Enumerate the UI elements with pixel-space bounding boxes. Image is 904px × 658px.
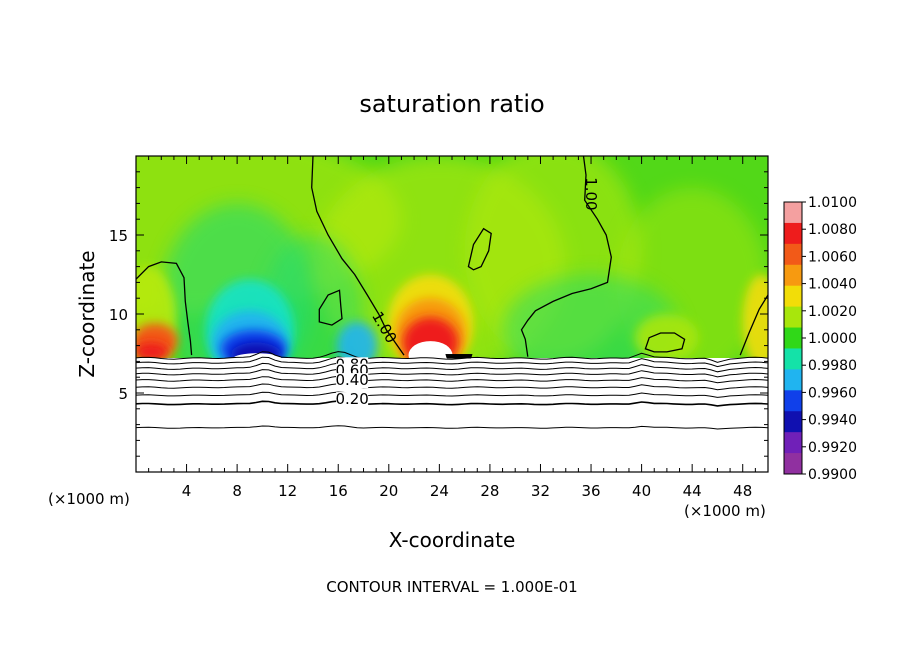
contour-line: [136, 383, 768, 391]
colorbar-swatch: [784, 369, 802, 391]
contour-label: 0.40: [335, 371, 368, 389]
contour-line-1.00: [644, 332, 686, 353]
colorbar-swatch: [784, 264, 802, 287]
colorbar-label: 1.0080: [808, 222, 857, 238]
x-tick-label: 16: [329, 482, 348, 500]
colorbar-label: 1.0100: [808, 195, 857, 211]
colorbar-label: 0.9900: [808, 467, 857, 483]
lower-region: [136, 358, 768, 472]
contour-line: [136, 368, 768, 378]
y-axis-label: Z-coordinate: [75, 250, 99, 377]
x-tick-label: 12: [278, 482, 297, 500]
x-unit-left: (×1000 m): [48, 490, 130, 508]
contour-line: [136, 375, 768, 384]
colorbar-swatch: [784, 243, 802, 266]
contour-line: [136, 425, 768, 430]
contour-line: [136, 400, 768, 407]
colorbar-swatch: [784, 202, 802, 224]
colorbar-label: 0.9920: [808, 440, 857, 456]
x-tick-label: 44: [683, 482, 702, 500]
x-tick-label: 24: [430, 482, 449, 500]
contour-label-bg: [336, 392, 369, 408]
y-tick-label: 10: [109, 306, 128, 324]
x-tick-label: 36: [581, 482, 600, 500]
colorbar-label: 0.9960: [808, 385, 857, 401]
contour-line-1.00: [136, 261, 193, 356]
chart-title: saturation ratio: [359, 90, 544, 118]
contour-line-1.00: [739, 294, 768, 356]
colorbar-swatch: [784, 306, 802, 329]
field-region: [635, 314, 699, 362]
colorbar-swatch: [784, 285, 802, 308]
contour-line: [136, 351, 768, 363]
contour-line-1.00: [311, 156, 405, 356]
contour-interval-note: CONTOUR INTERVAL = 1.000E-01: [326, 578, 577, 596]
x-tick-label: 32: [531, 482, 550, 500]
x-tick-label: 48: [733, 482, 752, 500]
colorbar-label: 1.0020: [808, 304, 857, 320]
colorbar-label: 1.0040: [808, 277, 857, 293]
x-tick-label: 28: [480, 482, 499, 500]
x-axis-label: X-coordinate: [389, 528, 516, 552]
field-region: [502, 274, 680, 386]
y-tick-label: 5: [118, 385, 128, 403]
contour-line: [136, 356, 768, 368]
plot-area: [136, 156, 768, 472]
contour-line-1.00: [318, 289, 343, 326]
colorbar-swatch: [784, 222, 802, 245]
colorbar-label: 1.0060: [808, 249, 857, 265]
x-unit-right: (×1000 m): [684, 502, 766, 520]
contour-line-1.00: [520, 156, 612, 357]
colorbar-swatch: [784, 453, 802, 475]
contour-line-small: [445, 354, 473, 359]
colorbar-label: 0.9980: [808, 358, 857, 374]
x-tick-label: 20: [379, 482, 398, 500]
field-region: [742, 274, 768, 370]
x-tick-label: 40: [632, 482, 651, 500]
colorbar-swatch: [784, 390, 802, 412]
x-tick-label: 4: [182, 482, 192, 500]
contour-label: 0.20: [335, 390, 368, 408]
colorbar: 1.0100 1.0080 1.0060 1.0040 1.0020 1.0000 0.99…: [783, 195, 857, 483]
contour-label-bg: [336, 373, 369, 389]
contour-line: [136, 362, 768, 373]
colorbar-swatch: [784, 411, 802, 433]
colorbar-swatch: [784, 327, 802, 349]
y-tick-label: 15: [109, 227, 128, 245]
colorbar-swatch: [784, 432, 802, 454]
contour-line: [136, 391, 768, 398]
colorbar-label: 1.0000: [808, 331, 857, 347]
colorbar-swatch: [784, 348, 802, 370]
contour-line-1.00: [467, 227, 492, 271]
field-region: [136, 342, 169, 362]
contour-label: 1.00: [582, 177, 600, 210]
x-tick-label: 8: [232, 482, 242, 500]
colorbar-label: 0.9940: [808, 413, 857, 429]
contour-lines: [136, 156, 768, 430]
